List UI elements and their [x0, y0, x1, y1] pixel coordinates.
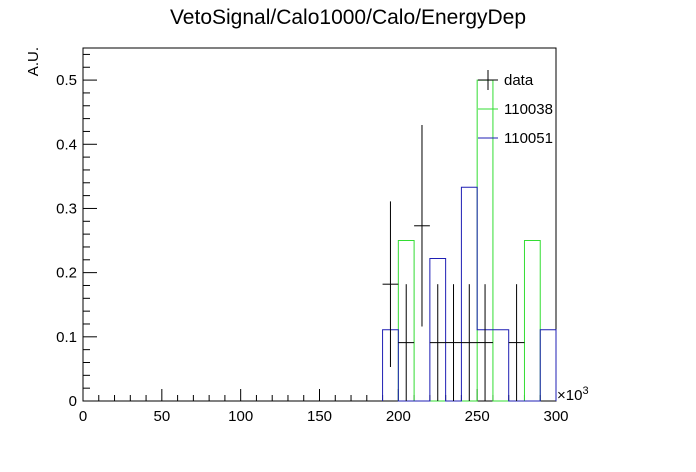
x-axis-multiplier-exponent: 3: [582, 385, 588, 397]
legend-label-110038: 110038: [504, 101, 553, 118]
x-tick-label: 100: [228, 408, 253, 425]
y-tick-label: 0.1: [56, 329, 77, 346]
x-tick-label: 300: [543, 408, 568, 425]
legend-label-data: data: [504, 72, 534, 89]
series-layer: [382, 79, 557, 402]
legend: data 110038 110051: [478, 70, 553, 147]
x-tick-label: 0: [79, 408, 87, 425]
x-axis-multiplier: ×103: [557, 385, 589, 404]
x-axis-multiplier-base: ×10: [557, 387, 582, 404]
data-point: [508, 284, 525, 401]
data-point: [414, 125, 430, 327]
data-point: [398, 284, 415, 401]
x-tick-label: 150: [307, 408, 332, 425]
x-tick-label: 250: [465, 408, 490, 425]
y-tick-label: 0.5: [56, 72, 77, 89]
data-point: [429, 284, 446, 401]
legend-label-110051: 110051: [504, 130, 553, 147]
y-axis-label: A.U.: [25, 47, 42, 76]
x-axis-ticks: 0 50 100 150 200 250 300: [79, 389, 569, 425]
y-tick-label: 0.2: [56, 265, 77, 282]
data-point: [477, 284, 493, 401]
x-tick-label: 200: [386, 408, 411, 425]
series-110051-histogram: [382, 186, 557, 402]
x-tick-label: 50: [153, 408, 170, 425]
data-point: [461, 284, 478, 401]
chart-title: VetoSignal/Calo1000/Calo/EnergyDep: [170, 6, 526, 29]
y-tick-label: 0.4: [56, 136, 77, 153]
y-tick-label: 0.3: [56, 200, 77, 217]
y-tick-label: 0: [69, 393, 77, 410]
data-point: [445, 284, 462, 401]
y-axis-ticks: 0 0.1 0.2 0.3 0.4 0.5: [56, 53, 97, 410]
data-point: [382, 201, 399, 367]
